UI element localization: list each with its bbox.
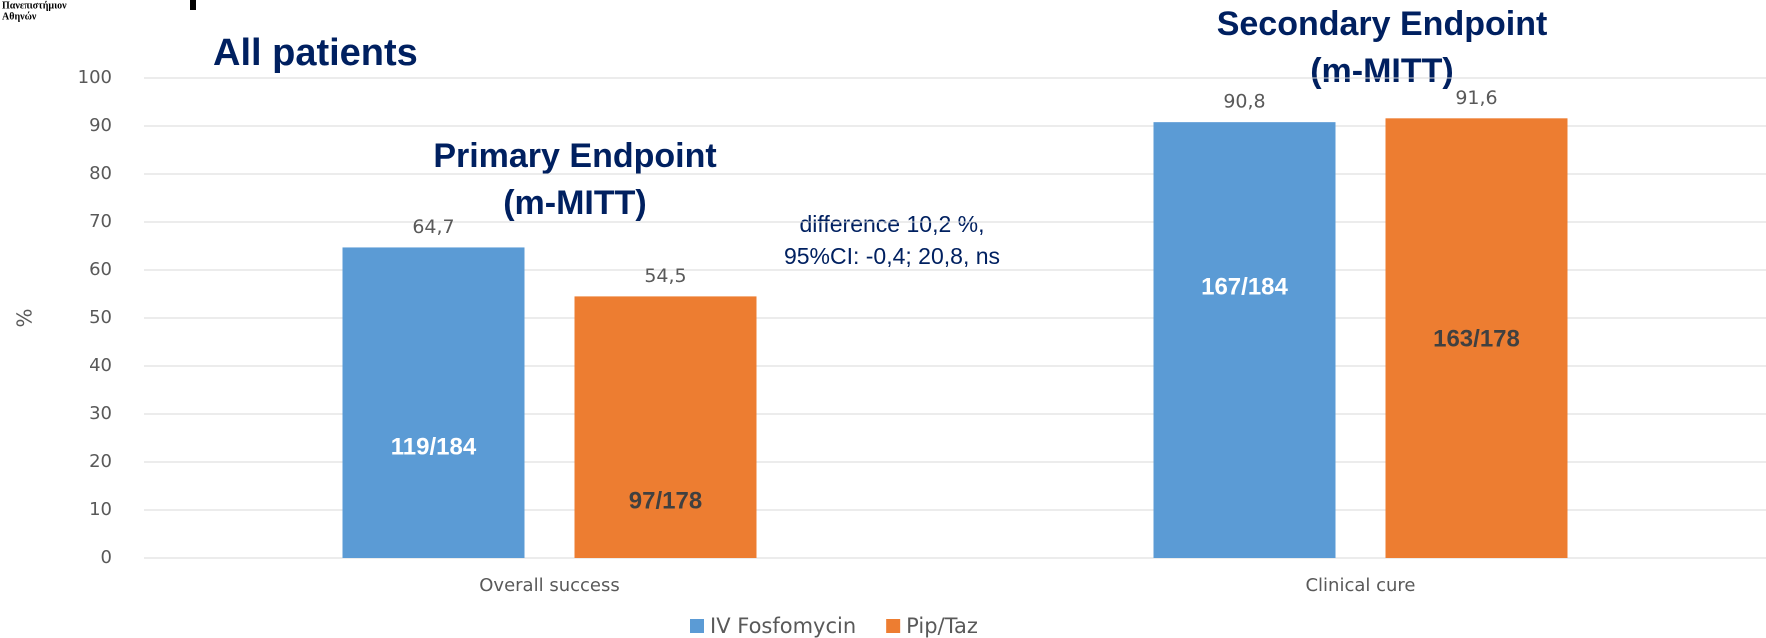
y-tick-label: 70 (89, 211, 112, 232)
logo-text: Αθηνών (2, 11, 37, 22)
logo-bar (190, 0, 196, 10)
legend-label: Pip/Taz (906, 614, 978, 638)
value-label: 90,8 (1223, 91, 1265, 113)
y-tick-label: 50 (89, 307, 112, 328)
logo-text: Πανεπιστήμιον (2, 0, 67, 11)
y-tick-label: 60 (89, 259, 112, 280)
y-tick-label: 20 (89, 451, 112, 472)
value-label: 54,5 (644, 265, 686, 287)
x-tick-label: Overall success (479, 575, 619, 596)
value-label: 64,7 (412, 216, 454, 238)
bar-label: 163/178 (1433, 325, 1520, 352)
bar-label: 119/184 (391, 433, 477, 460)
bar (574, 296, 757, 558)
annotation: (m-MITT) (1310, 52, 1454, 90)
bar (1153, 122, 1336, 558)
value-label: 91,6 (1455, 87, 1497, 109)
y-tick-label: 10 (89, 499, 112, 520)
annotation: difference 10,2 %, (800, 211, 985, 237)
y-axis-label: % (13, 308, 37, 327)
legend-swatch (690, 619, 704, 633)
annotation: 95%CI: -0,4; 20,8, ns (784, 243, 1000, 269)
bar-label: 97/178 (629, 487, 702, 514)
bar (342, 247, 525, 558)
annotation: (m-MITT) (503, 184, 647, 222)
y-tick-label: 90 (89, 115, 112, 136)
x-tick-label: Clinical cure (1305, 575, 1415, 596)
chart-title: All patients (213, 32, 418, 74)
bar-label: 167/184 (1201, 273, 1288, 300)
y-tick-label: 30 (89, 403, 112, 424)
annotation: Primary Endpoint (433, 137, 716, 175)
y-tick-label: 0 (101, 547, 112, 568)
bar (1385, 118, 1568, 558)
annotation: Secondary Endpoint (1217, 5, 1548, 43)
y-tick-label: 100 (78, 67, 112, 88)
y-tick-label: 80 (89, 163, 112, 184)
legend-label: IV Fosfomycin (710, 614, 856, 638)
legend-swatch (886, 619, 901, 633)
y-tick-label: 40 (89, 355, 112, 376)
